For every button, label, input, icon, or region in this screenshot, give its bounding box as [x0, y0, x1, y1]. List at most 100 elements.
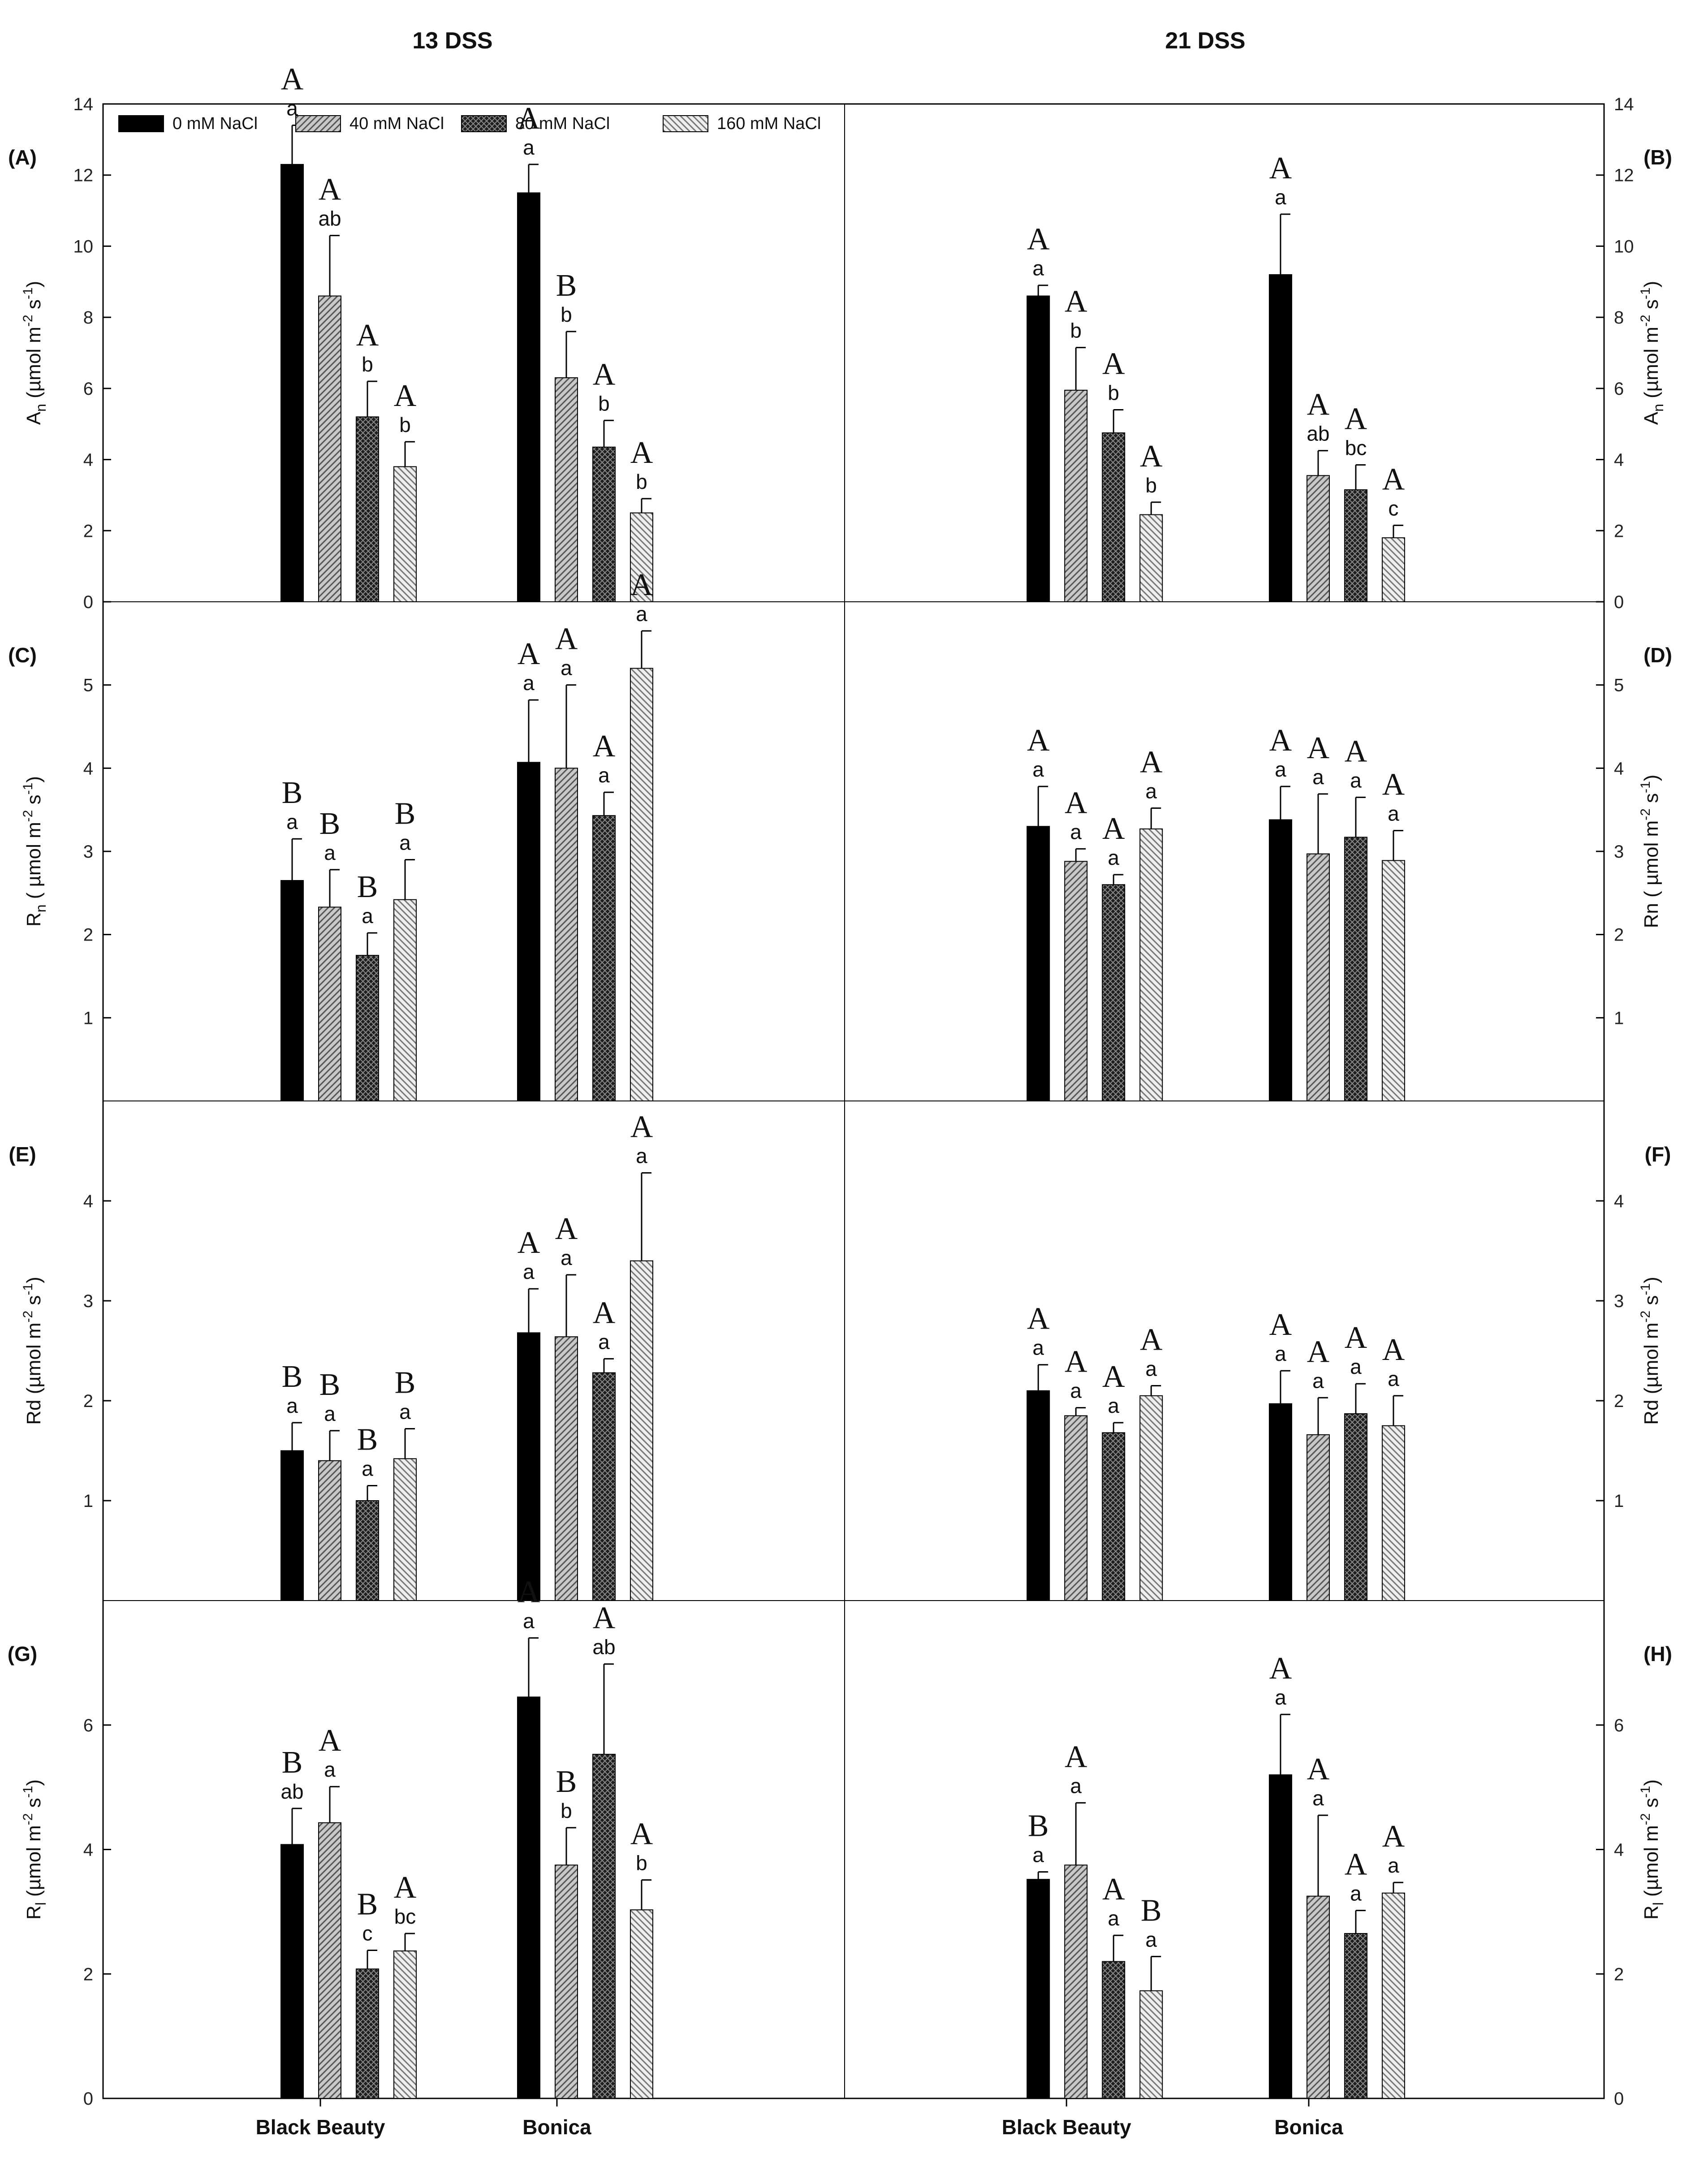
significance-letter-upper: A	[1140, 439, 1163, 474]
bar	[592, 1754, 616, 2099]
y-tick-label: 12	[73, 166, 94, 186]
bar	[1027, 295, 1050, 602]
significance-letter-upper: A	[593, 729, 616, 764]
significance-letter-lower: a	[1070, 1379, 1082, 1403]
y-label-symbol: R	[23, 1905, 45, 1920]
y-label-exp: -1	[21, 1786, 35, 1798]
bar	[356, 416, 380, 602]
bar	[356, 1500, 380, 1601]
bar	[554, 377, 578, 602]
y-label-units: (µmol m	[1640, 1825, 1662, 1902]
bar	[554, 1865, 578, 2099]
significance-letter-upper: A	[1102, 811, 1125, 846]
bar	[517, 192, 540, 602]
significance-letter-lower: a	[1350, 1882, 1362, 1905]
bar	[630, 1260, 653, 1601]
bar	[1306, 1895, 1330, 2099]
bar	[1344, 1933, 1367, 2099]
y-tick-label: 3	[1614, 1291, 1624, 1311]
y-label-symbol: Rn	[1640, 903, 1662, 928]
category-label: Bonica	[1274, 2115, 1343, 2139]
bar	[630, 512, 653, 603]
y-label-exp: -2	[21, 1813, 35, 1825]
significance-letter-upper: A	[1307, 388, 1330, 422]
legend-swatch	[461, 115, 507, 132]
bar	[393, 466, 417, 602]
significance-letter-upper: A	[1102, 1872, 1125, 1907]
y-label-close: )	[23, 1779, 45, 1786]
significance-letter-upper: B	[319, 807, 341, 841]
significance-letter-upper: A	[1140, 745, 1163, 779]
significance-letter-lower: ab	[592, 1636, 615, 1659]
y-label-exp: -1	[1638, 287, 1653, 299]
significance-letter-lower: a	[1312, 1787, 1324, 1810]
y-label-exp: -1	[1638, 1283, 1653, 1295]
significance-letter-upper: A	[1382, 768, 1405, 802]
significance-letter-lower: a	[523, 671, 535, 695]
significance-letter-upper: A	[394, 379, 417, 413]
y-tick-label: 0	[83, 592, 93, 612]
significance-letter-lower: b	[636, 470, 647, 493]
significance-letter-lower: a	[1388, 802, 1399, 825]
y-label-exp: -2	[21, 1311, 35, 1323]
y-label-symbol: A	[1640, 411, 1662, 425]
bar	[1102, 1432, 1126, 1601]
y-tick-label: 1	[83, 1491, 93, 1511]
panel-label: (C)	[8, 643, 37, 667]
significance-letter-upper: B	[282, 1745, 303, 1780]
significance-letter-upper: A	[518, 637, 540, 671]
y-label-s: s	[1640, 299, 1662, 315]
significance-letter-upper: A	[1140, 1323, 1163, 1357]
y-axis-label: Rl (µmol m-2 s-1)	[21, 1779, 49, 1920]
y-tick-label: 4	[1614, 1840, 1624, 1860]
y-label-s: s	[23, 299, 45, 315]
significance-letter-upper: B	[395, 1365, 416, 1400]
y-label-s: s	[1640, 793, 1662, 808]
y-tick-label: 14	[73, 95, 94, 114]
y-label-close: )	[1640, 1779, 1662, 1786]
y-tick-label: 0	[83, 2089, 93, 2109]
significance-letter-upper: A	[1345, 734, 1367, 768]
category-label: Black Beauty	[256, 2115, 385, 2139]
y-tick-label: 3	[83, 1291, 93, 1311]
y-tick-label: 6	[1614, 1716, 1624, 1735]
significance-letter-upper: A	[1065, 1739, 1087, 1774]
significance-letter-upper: A	[1307, 1334, 1330, 1369]
y-tick-label: 4	[83, 759, 93, 778]
bar	[318, 1460, 342, 1601]
y-tick-label: 2	[1614, 1964, 1624, 1984]
y-label-units: (µmol m	[23, 1825, 45, 1902]
bar	[592, 446, 616, 603]
y-label-units: (µmol m	[1640, 327, 1662, 404]
y-tick-label: 5	[1614, 676, 1624, 695]
bar	[592, 815, 616, 1101]
y-tick-label: 8	[1614, 308, 1624, 328]
y-label-exp: -2	[21, 315, 35, 327]
significance-letter-lower: a	[1108, 1394, 1119, 1417]
bar	[1027, 826, 1050, 1102]
significance-letter-upper: A	[593, 1601, 616, 1636]
significance-letter-lower: a	[1032, 257, 1044, 280]
y-label-symbol: Rd	[23, 1400, 45, 1425]
bar	[1064, 1415, 1088, 1601]
bar	[1381, 1425, 1405, 1601]
significance-letter-lower: a	[1312, 1369, 1324, 1392]
significance-letter-upper: A	[1269, 1308, 1292, 1342]
significance-letter-lower: a	[1032, 1336, 1044, 1360]
bar	[1139, 1395, 1163, 1601]
bar	[1381, 860, 1405, 1101]
significance-letter-lower: a	[1145, 779, 1157, 803]
y-label-subscript: n	[1650, 404, 1666, 412]
y-tick-label: 0	[1614, 2089, 1624, 2109]
y-label-s: s	[23, 794, 45, 810]
y-tick-label: 14	[1614, 95, 1634, 114]
significance-letter-upper: A	[1269, 151, 1292, 186]
significance-letter-upper: A	[1307, 731, 1330, 765]
significance-letter-lower: b	[1070, 319, 1082, 342]
y-label-exp: -2	[21, 810, 35, 822]
y-axis-label: Rd (µmol m-2 s-1)	[21, 1277, 45, 1425]
significance-letter-lower: a	[286, 810, 298, 833]
